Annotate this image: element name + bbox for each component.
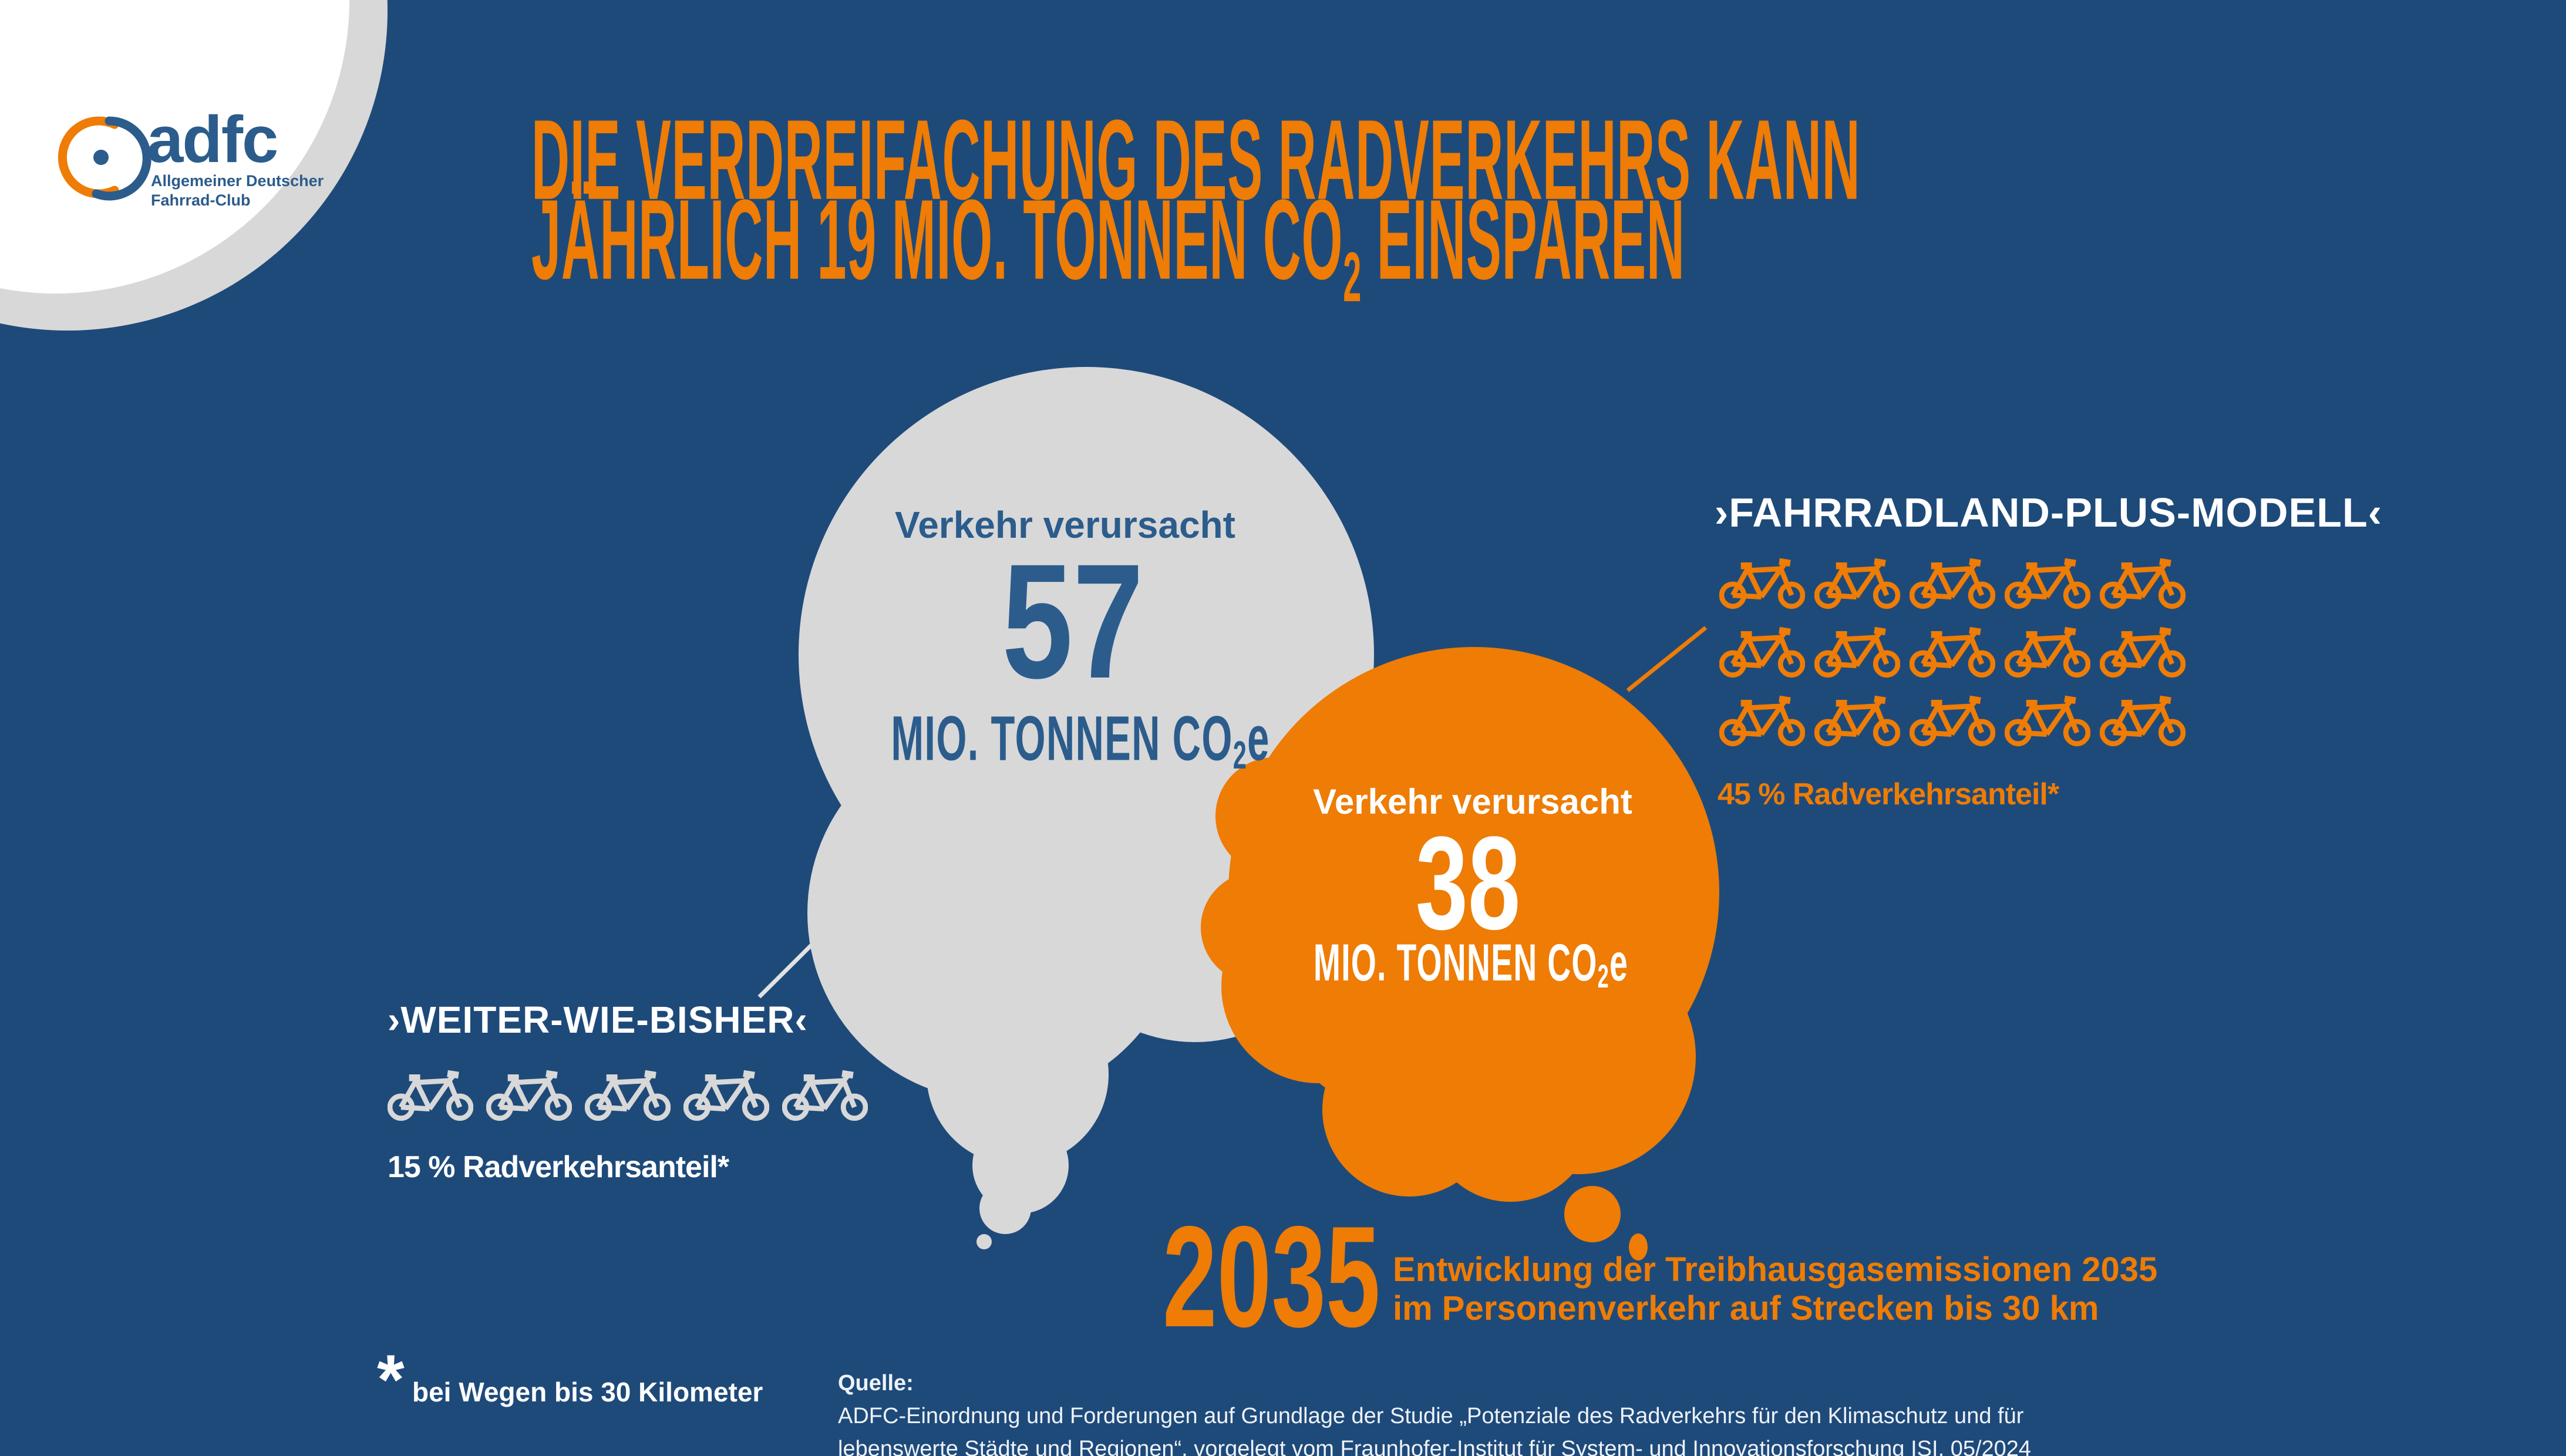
adfc-logo-subtitle: Allgemeiner Deutscher Fahrrad-Club [151,171,324,210]
bicycle-icon [2005,626,2090,678]
logo-disc [0,0,388,331]
bicycle-icon [2005,558,2090,609]
adfc-logo-subtitle-line2: Fahrrad-Club [151,191,251,209]
bicycle-icon [1719,626,1805,678]
bicycle-icon [486,1070,572,1121]
bicycle-icon [1910,558,1995,609]
bicycle-icon [2100,626,2186,678]
gray-cloud-unit: MIO. TONNEN CO2e [891,706,1269,775]
scenario-right-heading: ›FAHRRADLAND-PLUS-MODELL‹ [1715,490,2383,535]
scenario-left-bike-grid [388,1070,875,1123]
scenario-right-bike-grid [1719,558,2189,748]
source-line2: lebenswerte Städte und Regionen“, vorgel… [838,1437,2032,1456]
headline-line1: DIE VERDREIFACHUNG DES RADVERKEHRS KANN [531,97,1861,224]
year-caption-line1: Entwicklung der Treibhausgasemissionen 2… [1393,1251,2158,1289]
bicycle-icon [2100,558,2186,609]
source-text-line1: ADFC-Einordnung und Forderungen auf Grun… [838,1404,2024,1428]
gray-cloud-unit-suffix: e [1247,702,1270,774]
bicycle-icon [1719,558,1805,609]
bicycle-icon [1814,626,1900,678]
headline-line2-suffix: EINSPAREN [1361,177,1685,304]
scenario-right-share: 45 % Radverkehrsanteil* [1718,777,2059,811]
bicycle-icon [2005,695,2090,747]
wheel-blue-arc [92,116,151,201]
bicycle-icon [1719,695,1805,747]
headline-line2-prefix: JÄHRLICH 19 MIO. TONNEN CO [531,177,1343,304]
orange-cloud-unit-prefix: MIO. TONNEN CO [1313,933,1598,992]
adfc-wheel-icon [58,116,151,201]
source-line1: Quelle: ADFC-Einordnung und Forderungen … [838,1367,2031,1433]
source-label: Quelle: [838,1371,914,1396]
gray-cloud-unit-subscript: 2 [1233,733,1248,777]
scenario-left-heading: ›WEITER-WIE-BISHER‹ [388,999,808,1041]
gray-cloud-label: Verkehr verursacht [895,504,1235,546]
gray-cloud-unit-prefix: MIO. TONNEN CO [891,702,1233,774]
scenario-left-share: 15 % Radverkehrsanteil* [388,1150,729,1184]
orange-cloud-shape [1201,647,1719,1260]
logo-disc-face [0,0,349,294]
bicycle-icon [683,1070,769,1121]
gray-cloud-value: 57 [1002,530,1144,712]
footnote-asterisk: * [377,1340,405,1419]
orange-cloud-unit-subscript: 2 [1597,958,1610,995]
year-caption: Entwicklung der Treibhausgasemissionen 2… [1393,1251,2157,1328]
orange-cloud-unit: MIO. TONNEN CO2e [1313,933,1629,993]
bicycle-icon [1910,695,1995,747]
headline-line2: JÄHRLICH 19 MIO. TONNEN CO2 EINSPAREN [531,183,1685,313]
bicycle-icon [1910,626,1995,678]
orange-cloud-tail-dot [1629,1233,1648,1260]
orange-cloud-unit-suffix: e [1609,933,1629,992]
gray-cloud-tail-dot [976,1234,992,1249]
source-note: Quelle: ADFC-Einordnung und Forderungen … [838,1367,2031,1456]
adfc-logo-subtitle-line1: Allgemeiner Deutscher [151,172,324,190]
year-callout: 2035 [1163,1196,1380,1357]
headline-co2-subscript: 2 [1343,238,1362,317]
bicycle-icon [585,1070,671,1121]
orange-cloud-value: 38 [1415,808,1521,957]
adfc-logo-wordmark: adfc [147,103,278,176]
year-caption-line2: im Personenverkehr auf Strecken bis 30 k… [1393,1289,2099,1327]
bicycle-icon [1814,558,1900,609]
bicycle-icon [2100,695,2186,747]
bicycle-icon [782,1070,868,1121]
bicycle-icon [1814,695,1900,747]
wheel-hub-dot [93,150,109,165]
footnote-text: bei Wegen bis 30 Kilometer [412,1377,763,1407]
bicycle-icon [388,1070,473,1121]
orange-cloud-label: Verkehr verursacht [1313,782,1632,821]
right-connector-line [1626,626,1708,692]
